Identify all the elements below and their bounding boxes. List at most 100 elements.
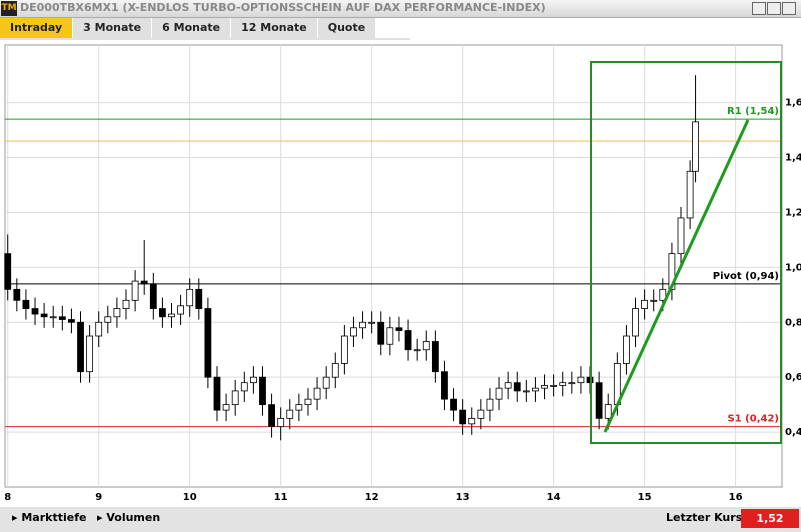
candle-body xyxy=(677,217,685,255)
footer-link[interactable]: ▸ Markttiefe xyxy=(12,511,87,524)
tab-underline xyxy=(0,38,410,40)
last-price-label: Letzter Kurs xyxy=(666,511,743,524)
footer-link[interactable]: ▸ Volumen xyxy=(97,511,161,524)
app-icon: TM xyxy=(1,1,17,16)
candle-body xyxy=(186,288,194,307)
candle-body xyxy=(386,327,394,345)
candle-body xyxy=(368,321,376,324)
candle-body xyxy=(95,321,103,337)
tab[interactable]: 12 Monate xyxy=(231,18,318,38)
candle-body xyxy=(177,305,184,315)
candle-body xyxy=(650,299,658,302)
candle-body xyxy=(195,288,203,309)
candle-body xyxy=(686,170,694,219)
y-tick-label: 0,6 xyxy=(785,372,801,383)
candle-body xyxy=(541,385,548,389)
title-bar: TM DE000TBX6MX1 (X-ENDLOS TURBO-OPTIONSS… xyxy=(0,0,801,18)
tab[interactable]: 3 Monate xyxy=(73,18,153,38)
footer-link-text[interactable]: Volumen xyxy=(106,511,161,524)
reference-label: S1 (0,42) xyxy=(728,414,779,425)
candle-body xyxy=(49,316,57,319)
candle-body xyxy=(277,417,285,428)
candle-body xyxy=(413,349,421,352)
candle-body xyxy=(268,404,275,428)
candle-body xyxy=(559,382,567,386)
candle-body xyxy=(249,376,257,384)
candle-body xyxy=(359,321,366,329)
candle-body xyxy=(395,327,403,331)
candle-body xyxy=(595,382,603,419)
last-price: 1,52 xyxy=(741,509,799,528)
x-tick-label: 13 xyxy=(456,492,470,503)
candle-body xyxy=(113,308,121,318)
candle-body xyxy=(522,390,530,393)
y-tick-label: 1,0 xyxy=(785,262,801,273)
candle-body xyxy=(468,417,476,425)
close-button[interactable] xyxy=(782,2,796,15)
highlight-box xyxy=(590,61,782,444)
candle-body xyxy=(632,308,639,337)
tab-bar: Intraday 3 Monate 6 Monate 12 Monate Quote xyxy=(0,18,377,38)
footer-link-text[interactable]: Markttiefe xyxy=(21,511,87,524)
candle-body xyxy=(240,382,248,392)
y-tick-label: 0,8 xyxy=(785,317,801,328)
candle-body xyxy=(68,319,75,323)
candle-body xyxy=(504,382,512,389)
candle-body xyxy=(40,313,48,318)
candle-body xyxy=(4,253,12,290)
candle-body xyxy=(122,299,130,309)
minimize-button[interactable] xyxy=(752,2,766,15)
candle-body xyxy=(31,308,39,315)
candle-body xyxy=(104,316,112,323)
candle-body xyxy=(377,321,385,345)
candle-body xyxy=(340,335,348,364)
candle-body xyxy=(213,376,221,411)
tab[interactable]: Intraday xyxy=(0,18,74,38)
candle-body xyxy=(477,409,485,419)
x-tick-label: 10 xyxy=(183,492,197,503)
candle-body xyxy=(204,308,212,378)
candle-body xyxy=(168,313,175,318)
restore-button[interactable] xyxy=(767,2,781,15)
candle-body xyxy=(495,387,503,400)
candle-body xyxy=(304,398,312,406)
y-tick-label: 1,4 xyxy=(785,153,801,164)
plot-frame xyxy=(4,44,783,488)
x-tick-label: 9 xyxy=(95,492,102,503)
candle-body xyxy=(441,371,448,400)
candle-body xyxy=(450,398,457,411)
candle-body xyxy=(623,335,630,364)
candle-body xyxy=(149,283,157,309)
candle-body xyxy=(13,288,21,301)
candle-body xyxy=(577,376,585,384)
candle-body xyxy=(286,409,294,419)
window-title: DE000TBX6MX1 (X-ENDLOS TURBO-OPTIONSSCHE… xyxy=(20,1,546,14)
tab[interactable]: Quote xyxy=(317,18,377,38)
candle-body xyxy=(231,390,239,406)
candle-body xyxy=(532,387,539,392)
trend-line xyxy=(603,119,750,433)
candle-body xyxy=(313,387,321,400)
candle-body xyxy=(58,316,66,320)
candle-body xyxy=(659,288,667,301)
candle-body xyxy=(350,327,357,337)
y-tick-label: 0,4 xyxy=(785,427,801,438)
candle-body xyxy=(459,409,467,425)
footer: ▸ Markttiefe ▸ Volumen Letzter Kurs 1,52 xyxy=(0,507,801,532)
candle-body xyxy=(486,398,494,411)
candle-body xyxy=(692,121,699,172)
candle-body xyxy=(86,335,94,373)
x-tick-label: 12 xyxy=(365,492,379,503)
x-tick-label: 15 xyxy=(638,492,652,503)
x-tick-label: 14 xyxy=(547,492,561,503)
candle-body xyxy=(641,299,649,309)
candle-body xyxy=(259,376,266,406)
y-tick-label: 1,2 xyxy=(785,207,801,218)
candle-body xyxy=(431,341,439,373)
candle-body xyxy=(131,280,139,301)
candle-body xyxy=(222,404,230,411)
candle-body xyxy=(331,363,339,378)
candle-body xyxy=(422,341,430,351)
tab[interactable]: 6 Monate xyxy=(152,18,232,38)
